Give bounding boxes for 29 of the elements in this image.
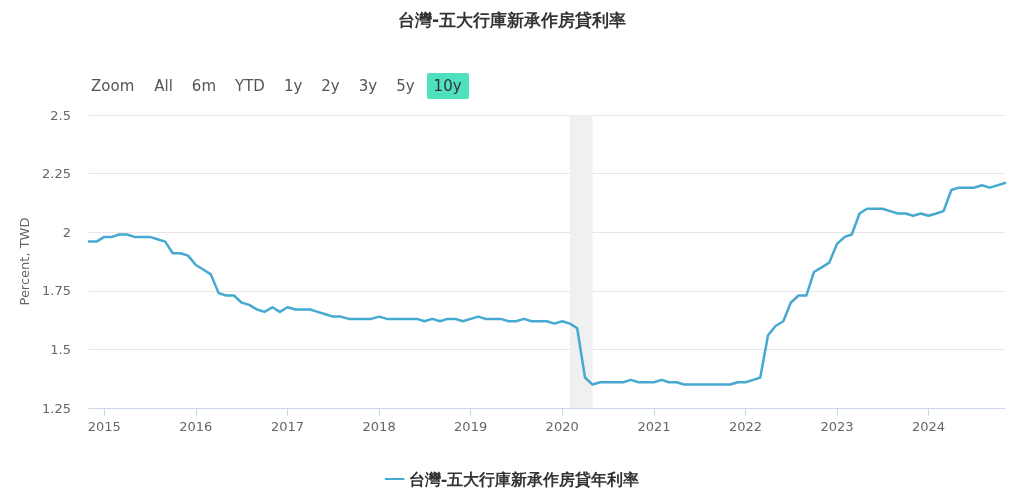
x-tick-label: 2019 [454, 419, 488, 434]
x-tick-label: 2023 [820, 419, 854, 434]
x-tick-label: 2022 [728, 419, 763, 434]
y-tick-label: 1.25 [42, 400, 71, 416]
text: 3y [357, 75, 379, 97]
y-tick-label: 2.5 [50, 107, 71, 123]
legend-label: 台灣-五大行庫新承作房貸年利率 [408, 469, 640, 489]
y-axis-title: Percent, TWD [17, 217, 33, 306]
text: 2y [320, 75, 341, 97]
x-tick-label: 2017 [271, 419, 305, 434]
x-tick-label: 2024 [911, 419, 946, 434]
text: 1y [282, 75, 304, 97]
text: YTD [234, 75, 266, 97]
text: All [153, 75, 174, 97]
x-tick-label: 2018 [362, 419, 396, 434]
y-tick-label: 2.25 [42, 166, 71, 182]
y-tick-label: 1.5 [50, 341, 71, 357]
text: Zoom [90, 75, 136, 97]
x-tick-label: 2015 [87, 419, 121, 434]
x-tick-label: 2020 [545, 419, 579, 434]
text: 6m [190, 75, 217, 97]
y-tick-label: 2 [62, 224, 71, 240]
chart-title: 台灣-五大行庫新承作房貸利率 [397, 9, 627, 30]
x-tick-label: 2016 [179, 419, 213, 434]
text: 10y [426, 72, 469, 99]
line-series [87, 181, 1007, 386]
y-tick-label: 1.75 [42, 283, 71, 299]
text: 5y [395, 75, 416, 97]
x-tick-label: 2021 [637, 419, 671, 434]
